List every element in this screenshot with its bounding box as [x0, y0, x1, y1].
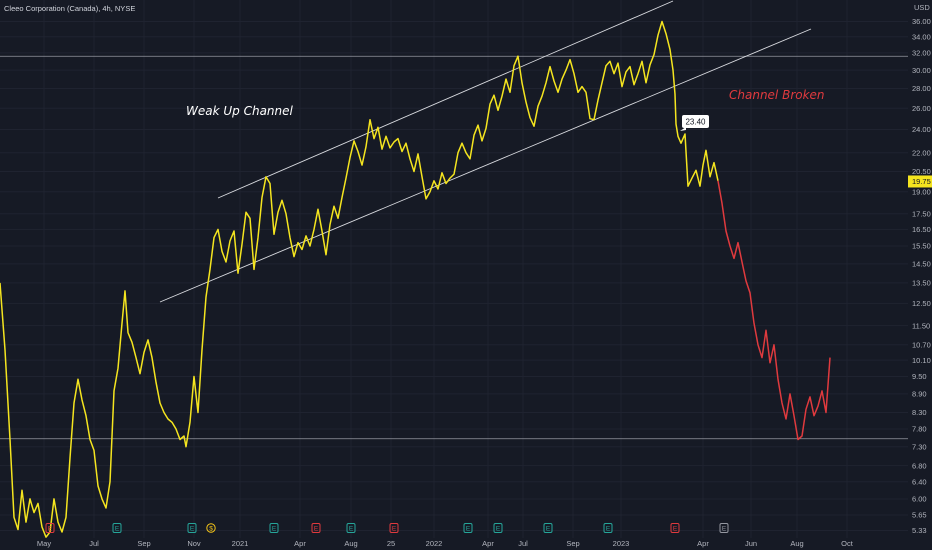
chart-grid [0, 0, 908, 538]
price-label-text: 23.40 [685, 118, 706, 127]
y-tick-label: 7.30 [912, 442, 927, 451]
x-tick-label: 25 [387, 539, 395, 548]
y-axis-unit: USD [914, 3, 930, 12]
annotation-channel-broken: Channel Broken [729, 88, 825, 102]
y-tick-label: 15.50 [912, 242, 931, 251]
earnings-marker[interactable] [719, 523, 729, 533]
event-marker-label: E [392, 526, 397, 533]
event-marker-label: E [496, 526, 501, 533]
y-tick-label: 32.00 [912, 49, 931, 58]
earnings-marker[interactable] [346, 523, 356, 533]
earnings-marker[interactable] [45, 523, 55, 533]
y-tick-label: 19.00 [912, 187, 931, 196]
x-tick-label: Sep [566, 539, 579, 548]
earnings-marker[interactable] [493, 523, 503, 533]
y-tick-label: 11.50 [912, 321, 930, 330]
event-marker-label: $ [209, 526, 213, 533]
y-tick-label: 6.00 [912, 495, 927, 504]
x-tick-label: 2022 [426, 539, 443, 548]
y-tick-label: 20.50 [912, 167, 931, 176]
event-marker-label: E [190, 526, 195, 533]
earnings-marker[interactable] [112, 523, 122, 533]
series-line-up [0, 20, 719, 538]
earnings-marker[interactable] [603, 523, 613, 533]
y-tick-label: 6.40 [912, 477, 927, 486]
y-tick-label: 22.00 [912, 148, 931, 157]
y-tick-label: 10.70 [912, 340, 931, 349]
x-tick-label: 2021 [232, 539, 249, 548]
current-price-badge [908, 175, 932, 188]
x-tick-label: Apr [294, 539, 306, 548]
annotations: Weak Up Channel Channel Broken 23.40 [186, 88, 825, 131]
x-tick-label: Aug [344, 539, 357, 548]
event-marker-label: E [272, 526, 277, 533]
channel-upper-line [217, 0, 674, 199]
x-tick-label: Nov [187, 539, 201, 548]
channel-lower-line [159, 28, 812, 303]
y-tick-label: 14.50 [912, 260, 931, 269]
x-tick-label: 2023 [613, 539, 630, 548]
event-markers: E E E $ E E E E E E E E E E [45, 523, 729, 533]
x-tick-label: Apr [482, 539, 494, 548]
earnings-marker[interactable] [311, 523, 321, 533]
y-tick-label: 8.30 [912, 408, 927, 417]
event-marker-label: E [48, 526, 53, 533]
earnings-marker[interactable] [269, 523, 279, 533]
x-tick-label: Oct [841, 539, 854, 548]
x-tick-label: Aug [790, 539, 803, 548]
event-marker-label: E [466, 526, 471, 533]
price-series [0, 20, 831, 538]
current-price-label: 19.75 [912, 177, 931, 186]
y-tick-label: 16.50 [912, 225, 931, 234]
earnings-marker[interactable] [670, 523, 680, 533]
y-tick-label: 10.10 [912, 356, 931, 365]
y-tick-label: 36.00 [912, 17, 931, 26]
x-tick-label: Jul [89, 539, 99, 548]
y-tick-label: 6.80 [912, 461, 927, 470]
x-tick-label: Sep [137, 539, 150, 548]
earnings-marker[interactable] [389, 523, 399, 533]
event-marker-label: E [115, 526, 120, 533]
y-tick-label: 30.00 [912, 66, 931, 75]
annotation-weak-up-channel: Weak Up Channel [186, 104, 294, 118]
y-tick-label: 13.50 [912, 279, 931, 288]
x-tick-label: Apr [697, 539, 709, 548]
event-marker-label: E [314, 526, 319, 533]
y-tick-label: 12.50 [912, 299, 931, 308]
earnings-marker[interactable] [543, 523, 553, 533]
channel-lines [159, 0, 812, 303]
series-line-down [717, 180, 831, 441]
event-marker-label: E [606, 526, 611, 533]
chart-title: Cleeo Corporation (Canada), 4h, NYSE [4, 4, 135, 13]
y-tick-label: 5.65 [912, 511, 927, 520]
x-tick-label: May [37, 539, 51, 548]
y-tick-label: 34.00 [912, 32, 931, 41]
x-tick-label: Jul [518, 539, 528, 548]
y-tick-label: 9.50 [912, 372, 927, 381]
x-tick-label: Jun [745, 539, 757, 548]
y-tick-label: 28.00 [912, 84, 931, 93]
earnings-marker[interactable] [187, 523, 197, 533]
y-tick-label: 24.00 [912, 125, 931, 134]
event-marker-label: E [349, 526, 354, 533]
earnings-marker[interactable] [463, 523, 473, 533]
y-tick-label: 8.90 [912, 390, 927, 399]
horizontal-levels [0, 55, 908, 440]
y-tick-label: 5.33 [912, 526, 927, 535]
y-axis: USD 36.00 34.00 32.00 30.00 28.00 26.00 24.00 22… [908, 3, 932, 535]
y-tick-label: 7.80 [912, 425, 927, 434]
event-marker-label: E [673, 526, 678, 533]
event-marker-label: E [546, 526, 551, 533]
x-axis: May Jul Sep Nov 2021 Apr Aug 25 2022 Apr Jul Sep 202… [37, 539, 854, 548]
event-marker-label: E [722, 526, 727, 533]
dividend-marker[interactable] [206, 523, 216, 533]
y-tick-label: 26.00 [912, 104, 931, 113]
price-label-box [682, 115, 709, 128]
y-tick-label: 17.50 [912, 209, 931, 218]
